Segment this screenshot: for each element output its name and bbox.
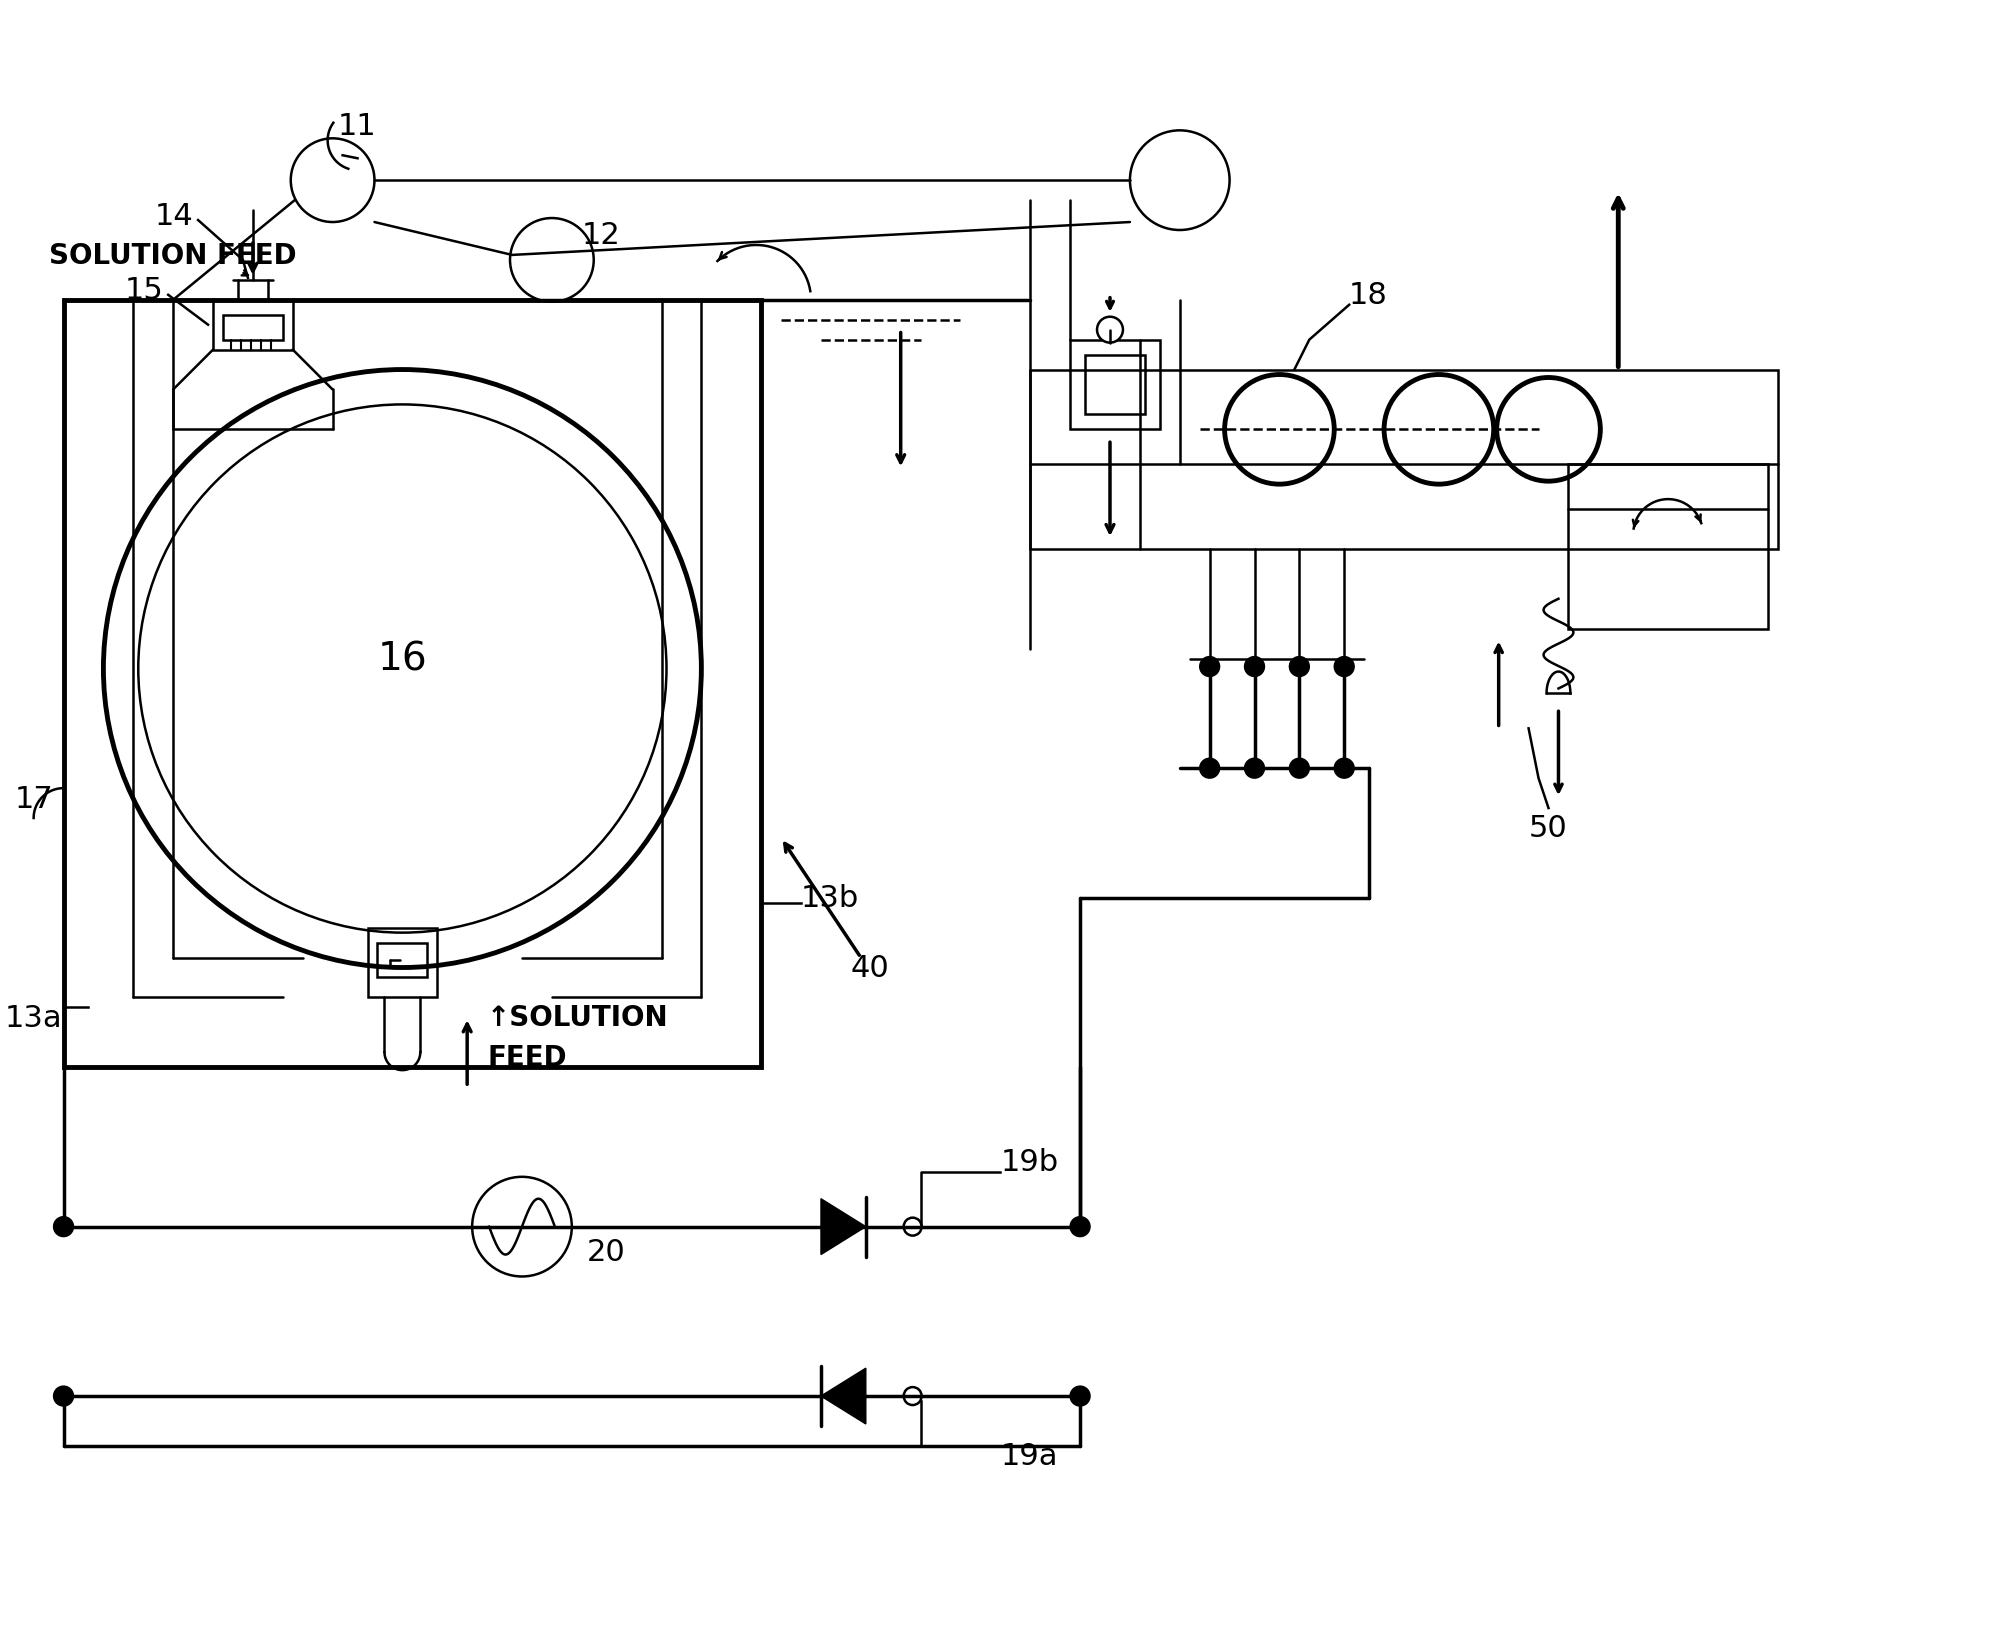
Circle shape [1335,758,1355,780]
Bar [1030,371,1778,549]
Bar [65,300,762,1068]
Text: 50: 50 [1528,814,1568,844]
Polygon shape [821,1368,865,1424]
Circle shape [290,138,375,222]
Circle shape [903,1218,921,1236]
Circle shape [1385,376,1494,485]
Text: ↑SOLUTION: ↑SOLUTION [488,1004,669,1032]
Bar [367,928,437,997]
Circle shape [1097,318,1123,343]
Circle shape [54,1386,73,1406]
Text: 16: 16 [377,639,427,677]
Circle shape [1070,1386,1091,1406]
Circle shape [1244,658,1264,677]
Circle shape [1129,132,1230,231]
Bar [1085,356,1145,415]
Text: 18: 18 [1349,282,1389,310]
Text: FEED: FEED [488,1043,566,1071]
Bar [214,300,292,351]
Circle shape [54,1216,73,1238]
Bar [1568,465,1768,630]
Text: 13b: 13b [800,883,859,913]
Circle shape [1496,379,1601,481]
Circle shape [1244,758,1264,780]
Text: 13a: 13a [4,1004,62,1032]
Circle shape [1290,758,1308,780]
Text: 11: 11 [339,112,377,140]
Text: 12: 12 [583,221,621,250]
Circle shape [1335,658,1355,677]
Text: SOLUTION FEED: SOLUTION FEED [48,242,296,270]
Text: 40: 40 [851,954,889,982]
Circle shape [139,405,667,933]
Bar [224,315,282,341]
Circle shape [1290,658,1308,677]
Circle shape [1070,1216,1091,1238]
Text: 15: 15 [125,277,163,305]
Bar [1070,341,1159,430]
Text: 17: 17 [14,784,52,812]
Text: 20: 20 [587,1238,625,1266]
Circle shape [1200,758,1220,780]
Text: 14: 14 [155,201,194,231]
Circle shape [1224,376,1335,485]
Circle shape [472,1177,573,1277]
Bar [377,943,427,977]
Text: 19a: 19a [1000,1442,1058,1470]
Polygon shape [821,1200,865,1254]
Text: 19b: 19b [1000,1147,1058,1177]
Circle shape [510,219,595,303]
Circle shape [1200,658,1220,677]
Circle shape [103,371,702,967]
Circle shape [903,1388,921,1406]
